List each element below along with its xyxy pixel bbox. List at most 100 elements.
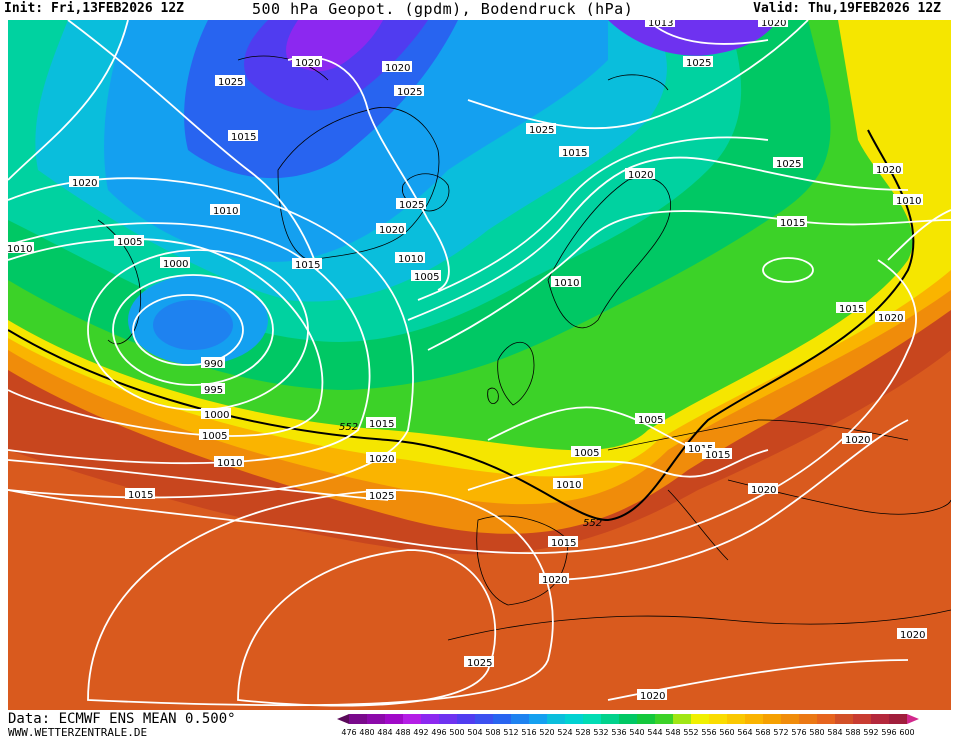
svg-text:1010: 1010 [217,458,242,469]
legend-tick-label: 556 [701,728,716,737]
svg-text:1015: 1015 [369,419,394,430]
legend-svg: 476 480 484 488 492 496 500 504 508 512 516 520 524 5… [337,714,919,737]
legend-tick-label: 532 [593,728,608,737]
isobar-labels: 1013 1020 1020 1020 1025 1025 1025 1025 … [8,20,927,702]
svg-text:1010: 1010 [556,480,581,491]
map-header: Init: Fri,13FEB2026 12Z 500 hPa Geopot. … [0,0,959,20]
legend-swatch [655,714,673,724]
isobar-1015-north [427,210,951,351]
svg-text:1010: 1010 [398,254,423,265]
svg-text:1020: 1020 [761,20,786,29]
band-496-north [608,20,778,56]
legend-swatch [619,714,637,724]
svg-text:1020: 1020 [876,165,901,176]
legend-tick-label: 512 [503,728,518,737]
legend-tick-label: 484 [377,728,392,737]
svg-text:1020: 1020 [900,630,925,641]
isolabel-1025-africa: 1025 [464,656,494,669]
color-legend: 476 480 484 488 492 496 500 504 508 512 516 520 524 5… [337,712,957,740]
legend-swatch [853,714,871,724]
isolabel-1020-east: 1020 [875,311,905,324]
isobar-1020-north [407,156,909,321]
legend-swatch [637,714,655,724]
legend-swatch [835,714,853,724]
isobar-1025-arctic [467,20,809,130]
isobars [8,20,951,707]
svg-text:1005: 1005 [117,237,142,248]
isobar-1025-high [87,489,554,707]
svg-text:1015: 1015 [295,260,320,271]
band-556-ne [908,20,951,130]
legend-tick-label: 520 [539,728,554,737]
isobar-1025-inner [237,549,496,707]
legend-tick-label: 564 [737,728,752,737]
svg-text:1005: 1005 [414,272,439,283]
svg-text:1020: 1020 [628,170,653,181]
legend-swatch [763,714,781,724]
isolabel-1020d: 1020 [625,168,655,181]
svg-text:1020: 1020 [878,313,903,324]
isolabel-1025b: 1025 [394,85,424,98]
legend-swatch [511,714,529,724]
isolabel-1020b: 1020 [292,56,322,69]
isobar-1015 [8,177,414,499]
svg-text:1025: 1025 [686,58,711,69]
isolabel-1005b: 1005 [411,270,441,283]
legend-tick-label: 488 [395,728,410,737]
isolabel-1015-italy: 1015 [685,442,715,455]
isolabel-1015-atl: 1015 [125,488,155,501]
low-core-512 [153,300,233,350]
legend-swatch [583,714,601,724]
legend-swatch [691,714,709,724]
isolabel-1025a: 1025 [215,75,245,88]
isobar-1025-nw [67,20,319,271]
isolabel-1020-greece: 1020 [748,483,778,496]
legend-swatch [385,714,403,724]
isolabel-1010-spain: 1010 [553,478,583,491]
isobar-1010-east [887,209,951,261]
legend-tick-label: 508 [485,728,500,737]
legend-tick-label: 544 [647,728,662,737]
isolabel-1015a: 1015 [228,130,258,143]
svg-text:1010: 1010 [213,206,238,217]
svg-text:1010: 1010 [896,196,921,207]
legend-swatch [601,714,619,724]
legend-tick-label: 480 [359,728,374,737]
legend-swatch [709,714,727,724]
svg-text:1000: 1000 [163,259,188,270]
svg-text:1025: 1025 [399,200,424,211]
legend-swatch [673,714,691,724]
isobar-1025-ne [417,136,769,301]
svg-text:1005: 1005 [638,415,663,426]
legend-swatch [565,714,583,724]
svg-text:1025: 1025 [776,159,801,170]
isobar-1020-nw [8,20,129,181]
legend-tick-label: 504 [467,728,482,737]
svg-text:1020: 1020 [640,691,665,702]
scandinavia-coast [547,177,671,329]
britain-coast [497,342,535,406]
legend-tick-label: 496 [431,728,446,737]
greenland-coast [277,107,440,261]
svg-text:1020: 1020 [295,58,320,69]
isolabel-1013: 1013 [645,20,675,29]
iberia-coast [476,515,569,606]
legend-tick-label: 580 [809,728,824,737]
legend-swatch [403,714,421,724]
svg-text:1015: 1015 [705,450,730,461]
isolabel-1025e: 1025 [773,157,803,170]
svg-text:1013: 1013 [648,20,673,29]
legend-tick-label: 524 [557,728,572,737]
svg-text:1020: 1020 [369,454,394,465]
legend-swatch [349,714,367,724]
isolabel-1025-atl: 1025 [366,489,396,502]
legend-swatch [547,714,565,724]
svg-text:1020: 1020 [542,575,567,586]
legend-swatch [493,714,511,724]
isolabel-995: 995 [201,383,225,396]
legend-tick-label: 552 [683,728,698,737]
init-time: Init: Fri,13FEB2026 12Z [4,1,185,16]
arctic-islands-coast [237,55,329,81]
legend-arrow-left [337,714,349,724]
isolabel-1015c: 1015 [777,216,807,229]
